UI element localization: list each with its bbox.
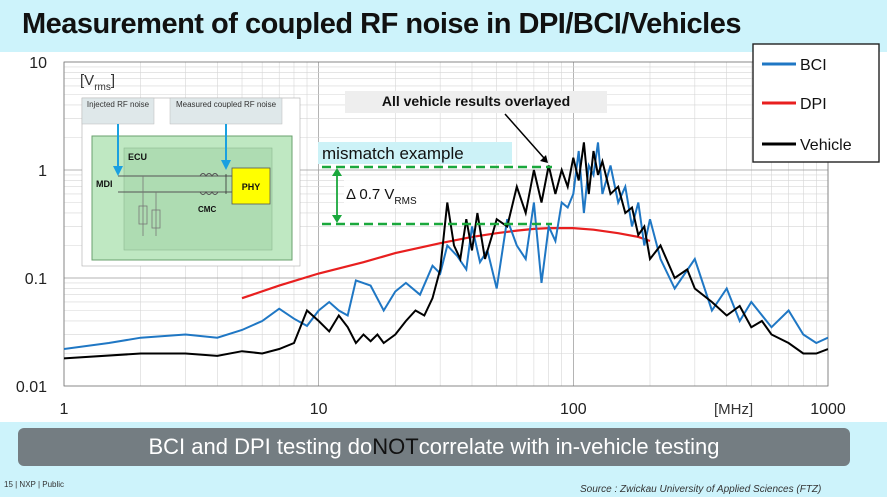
phy-box bbox=[231, 167, 271, 205]
legend-bci: BCI bbox=[800, 57, 827, 74]
cmc-label: CMC bbox=[198, 205, 216, 214]
mismatch-label-box bbox=[318, 142, 512, 164]
y-tick-label: 0.01 bbox=[16, 379, 47, 396]
legend: BCI DPI Vehicle bbox=[752, 43, 880, 163]
x-tick-labels: 1 10 100 1000 bbox=[60, 401, 846, 418]
series-line-vehicle bbox=[64, 142, 828, 360]
series-line-dpi bbox=[241, 227, 651, 300]
plot-frame bbox=[63, 61, 829, 387]
y-tick-label: 10 bbox=[29, 55, 47, 72]
x-tick-label: 1 bbox=[60, 401, 69, 418]
legend-vehicle: Vehicle bbox=[800, 137, 852, 154]
injected-label-box bbox=[81, 97, 155, 125]
ecu-label: ECU bbox=[128, 152, 147, 162]
x-tick-label: 10 bbox=[310, 401, 328, 418]
conclusion-banner: BCI and DPI testing do NOT correlate wit… bbox=[18, 428, 850, 466]
x-tick-label: 100 bbox=[560, 401, 587, 418]
legend-dpi: DPI bbox=[800, 96, 827, 113]
footer-source: Source : Zwickau University of Applied S… bbox=[580, 484, 822, 495]
y-tick-label: 1 bbox=[38, 163, 47, 180]
footer-page-info: 15 | NXP | Public bbox=[4, 480, 65, 489]
inset-diagram: Injected RF noise Measured coupled RF no… bbox=[81, 97, 301, 267]
phy-label: PHY bbox=[242, 182, 261, 192]
x-axis-label: [MHz] bbox=[714, 401, 753, 418]
mismatch-annotation: mismatch example bbox=[322, 144, 464, 163]
y-tick-label: 0.1 bbox=[25, 271, 47, 288]
y-axis-label: [Vrms] bbox=[80, 72, 115, 93]
mdi-label: MDI bbox=[96, 179, 113, 189]
injected-label: Injected RF noise bbox=[87, 100, 150, 109]
measured-label: Measured coupled RF noise bbox=[176, 100, 277, 109]
series-line-bci bbox=[64, 142, 828, 350]
page-title: Measurement of coupled RF noise in DPI/B… bbox=[22, 8, 742, 40]
y-tick-labels: 10 1 0.1 0.01 bbox=[16, 55, 47, 396]
x-tick-label: 1000 bbox=[810, 401, 846, 418]
overlay-annotation: All vehicle results overlayed bbox=[382, 93, 570, 109]
delta-annotation: Δ 0.7 VRMS bbox=[346, 186, 417, 207]
overlay-label-box bbox=[345, 91, 607, 113]
